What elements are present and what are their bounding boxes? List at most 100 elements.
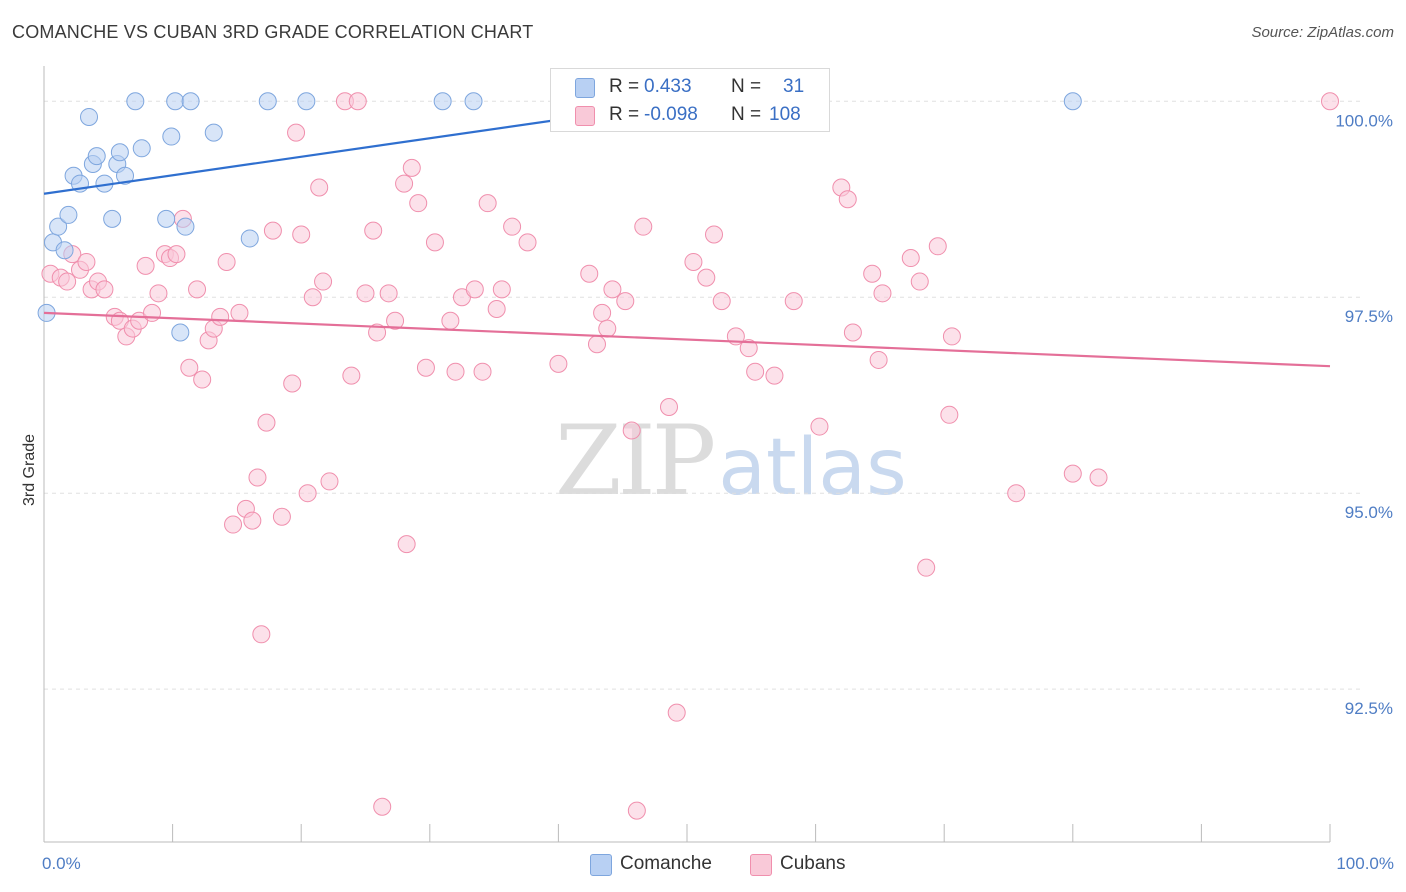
legend-r-value: -0.098: [644, 104, 698, 125]
cubans-point: [503, 217, 522, 236]
grid-lines: [44, 100, 1360, 690]
cubans-point: [593, 303, 612, 322]
comanche-point: [132, 139, 151, 158]
cubans-point: [58, 272, 77, 291]
stats-legend: R = 0.433 N = 31 R = -0.098 N = 108: [550, 68, 830, 132]
y-tick-label: 100.0%: [1335, 111, 1393, 130]
cubans-point: [425, 233, 444, 252]
legend-row-cubans: R = -0.098 N = 108: [551, 101, 829, 129]
cubans-point: [684, 252, 703, 271]
cubans-point: [1321, 92, 1339, 111]
cubans-point: [252, 625, 271, 644]
cubans-point: [292, 225, 311, 244]
x-tick-label: 0.0%: [42, 854, 81, 873]
cubans-point: [409, 194, 428, 213]
cubans-point: [402, 158, 421, 177]
cubans-point: [765, 366, 784, 385]
cubans-point: [342, 366, 361, 385]
cubans-point: [634, 217, 653, 236]
cubans-point: [940, 405, 959, 424]
cubans-point: [869, 350, 888, 369]
chart-title: COMANCHE VS CUBAN 3RD GRADE CORRELATION …: [12, 22, 534, 42]
cubans-point: [478, 194, 497, 213]
legend-n-label: N =: [731, 76, 762, 97]
cubans-point: [386, 311, 405, 330]
series-swatch-cubans: [750, 854, 772, 876]
cubans-point: [580, 264, 599, 283]
series-swatch-comanche: [590, 854, 612, 876]
comanche-point: [110, 143, 129, 162]
cubans-point: [587, 335, 606, 354]
legend-r-value: 0.433: [644, 76, 692, 97]
cubans-point: [712, 292, 731, 311]
cubans-point: [873, 284, 892, 303]
cubans-point: [487, 299, 506, 318]
cubans-point: [287, 123, 306, 142]
cubans-point: [167, 245, 186, 264]
comanche-point: [176, 217, 195, 236]
comanche-point: [258, 92, 277, 111]
cubans-point: [492, 280, 511, 299]
cubans-point: [136, 256, 155, 275]
legend-row-comanche: R = 0.433 N = 31: [551, 73, 829, 101]
cubans-point: [843, 323, 862, 342]
comanche-point: [433, 92, 452, 111]
cubans-point: [518, 233, 537, 252]
comanche-point: [166, 92, 185, 111]
cubans-point: [149, 284, 168, 303]
legend-n-label: N =: [731, 104, 762, 125]
series-label-comanche: Comanche: [620, 853, 712, 874]
data-points: [37, 92, 1339, 820]
comanche-point: [103, 209, 122, 228]
cubans-point: [263, 221, 282, 240]
cubans-point: [217, 252, 236, 271]
cubans-point: [627, 801, 646, 820]
cubans-point: [622, 421, 641, 440]
comanche-point: [171, 323, 190, 342]
comanche-point: [126, 92, 145, 111]
cubans-point: [298, 484, 317, 503]
comanche-point: [162, 127, 181, 146]
cubans-point: [373, 797, 392, 816]
legend-r-label: R =: [609, 76, 640, 97]
cubans-point: [863, 264, 882, 283]
legend-n-value: 108: [769, 104, 801, 125]
cubans-point: [211, 307, 230, 326]
cubans-point: [1063, 464, 1082, 483]
cubans-point: [303, 288, 322, 307]
cubans-point: [810, 417, 829, 436]
comanche-point: [1063, 92, 1082, 111]
comanche-point: [55, 241, 74, 260]
comanche-point: [240, 229, 259, 248]
cubans-point: [395, 174, 414, 193]
cubans-point: [320, 472, 339, 491]
cubans-point: [942, 327, 961, 346]
cubans-point: [180, 358, 199, 377]
cubans-point: [188, 280, 207, 299]
cubans-point: [95, 280, 114, 299]
cubans-point: [193, 370, 212, 389]
cubans-trend-line: [43, 311, 1331, 368]
cubans-point: [310, 178, 329, 197]
cubans-point: [441, 311, 460, 330]
comanche-point: [157, 209, 176, 228]
cubans-point: [248, 468, 267, 487]
cubans-point: [364, 221, 383, 240]
cubans-point: [368, 323, 387, 342]
comanche-point: [59, 205, 78, 224]
comanche-point: [297, 92, 316, 111]
cubans-point: [1089, 468, 1108, 487]
cubans-point: [224, 515, 243, 534]
cubans-point: [473, 362, 492, 381]
cubans-point: [143, 303, 162, 322]
cubans-point: [928, 237, 947, 256]
cubans-point: [603, 280, 622, 299]
cubans-point: [348, 92, 367, 111]
cubans-point: [379, 284, 398, 303]
cubans-point: [397, 535, 416, 554]
cubans-point: [314, 272, 333, 291]
comanche-point: [181, 92, 200, 111]
comanche-point: [464, 92, 483, 111]
comanche-point: [116, 166, 135, 185]
